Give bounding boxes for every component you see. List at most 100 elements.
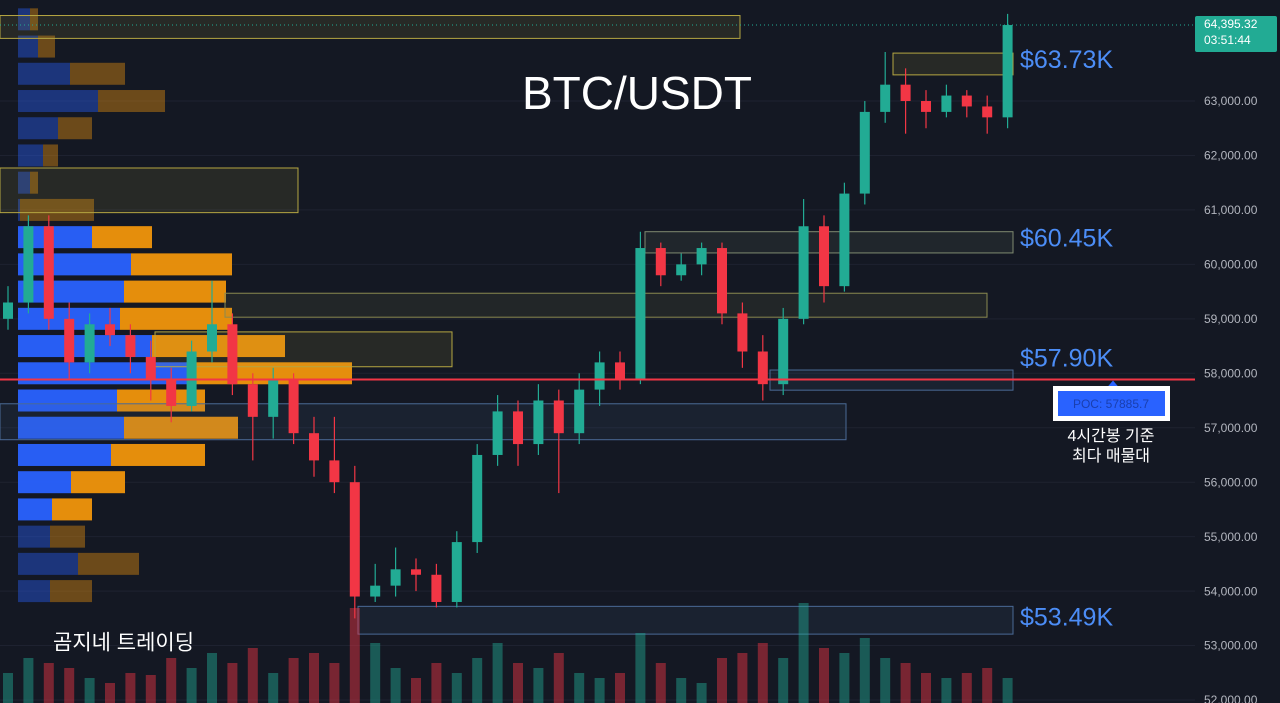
volume-bar <box>23 658 34 703</box>
volume-bar <box>961 673 972 703</box>
y-tick-label: 55,000.00 <box>1204 530 1258 544</box>
profile-buy <box>18 90 98 113</box>
candle-body <box>594 362 605 390</box>
volume-bar <box>615 673 625 703</box>
profile-sell <box>52 498 92 521</box>
profile-buy <box>18 280 124 303</box>
last-price-box <box>1195 16 1277 53</box>
volume-bar <box>676 678 687 703</box>
candle-body <box>798 226 809 319</box>
zone <box>0 15 741 39</box>
volume-bar <box>166 658 177 703</box>
profile-sell <box>30 8 38 31</box>
profile-sell <box>20 198 94 221</box>
volume-bar <box>451 673 462 703</box>
profile-sell <box>120 307 232 330</box>
candle-body <box>778 318 789 385</box>
candle-body <box>309 433 319 461</box>
volume-profile <box>18 8 352 603</box>
candle-body <box>717 248 727 314</box>
profile-buy <box>18 253 131 276</box>
profile-buy <box>18 117 58 140</box>
volume-bar <box>268 673 279 703</box>
candle-body <box>1002 25 1013 118</box>
candle-body <box>64 318 75 363</box>
level-label: $60.45K <box>1020 224 1113 252</box>
candle-body <box>839 193 850 287</box>
candle-body <box>553 400 564 434</box>
profile-sell <box>30 171 38 194</box>
annotation-line: 최다 매물대 <box>1072 447 1150 465</box>
overlay: POC: 57885.7 4시간봉 기준 최다 매물대 $63.73K $60.45K $… <box>0 16 1277 631</box>
annotation-line: 4시간봉 기준 <box>1068 427 1155 445</box>
candle-body <box>105 324 115 336</box>
volume-bar <box>553 653 564 703</box>
zone <box>357 605 1014 635</box>
y-tick-label: 52,000.00 <box>1204 693 1258 703</box>
profile-buy <box>18 580 50 603</box>
candle-body <box>757 351 768 385</box>
candle-body <box>329 460 340 483</box>
volume-bar <box>717 658 727 703</box>
volume-bar <box>778 658 789 703</box>
candle-body <box>349 482 360 597</box>
zone <box>0 403 847 441</box>
candle-body <box>819 226 829 287</box>
volume-bar <box>880 658 891 703</box>
profile-buy <box>18 498 52 521</box>
candle-body <box>982 106 993 118</box>
candle-body <box>921 101 931 112</box>
candle-body <box>737 313 748 352</box>
volume-bar <box>390 668 401 703</box>
countdown: 03:51:44 <box>1204 33 1251 47</box>
candle-body <box>615 362 625 379</box>
volume-bar <box>370 643 381 703</box>
profile-sell <box>58 117 92 140</box>
candle-body <box>655 248 666 276</box>
profile-buy <box>18 471 71 494</box>
volume-bar <box>696 683 707 703</box>
candle-body <box>961 95 972 107</box>
volume-bar <box>982 668 993 703</box>
poc-pointer <box>1107 380 1119 388</box>
candle-body <box>859 111 870 194</box>
profile-buy <box>18 198 20 221</box>
volume-bar <box>64 668 75 703</box>
candle-body <box>23 226 34 303</box>
volume-bar <box>145 675 156 703</box>
volume-bar <box>207 653 217 703</box>
profile-buy <box>18 525 50 548</box>
volume-bar <box>492 643 503 703</box>
y-tick-label: 62,000.00 <box>1204 149 1258 163</box>
profile-sell <box>78 552 139 575</box>
volume-bar <box>43 663 54 703</box>
candle-body <box>574 389 585 434</box>
volume-bar <box>574 673 585 703</box>
profile-sell <box>43 144 58 167</box>
profile-sell <box>124 416 238 439</box>
chart-title: BTC/USDT <box>522 67 752 119</box>
zone <box>0 167 299 214</box>
candle-body <box>880 84 891 112</box>
zones <box>0 15 1014 635</box>
volume-bar <box>819 648 829 703</box>
level-label: $57.90K <box>1020 344 1113 372</box>
candle-body <box>696 248 707 265</box>
profile-sell <box>98 90 165 113</box>
profile-buy <box>18 35 38 58</box>
zone <box>224 292 988 318</box>
volume-bar <box>431 663 442 703</box>
profile-buy <box>18 171 30 194</box>
candle-body <box>125 335 136 357</box>
candle-body <box>247 384 258 417</box>
volume-bar <box>941 678 952 703</box>
profile-sell <box>38 35 55 58</box>
volume-bar <box>105 683 115 703</box>
candle-body <box>513 411 523 445</box>
y-tick-label: 56,000.00 <box>1204 475 1258 489</box>
volume-bar <box>411 678 421 703</box>
volume-bar <box>3 673 13 703</box>
candle-body <box>3 302 13 319</box>
